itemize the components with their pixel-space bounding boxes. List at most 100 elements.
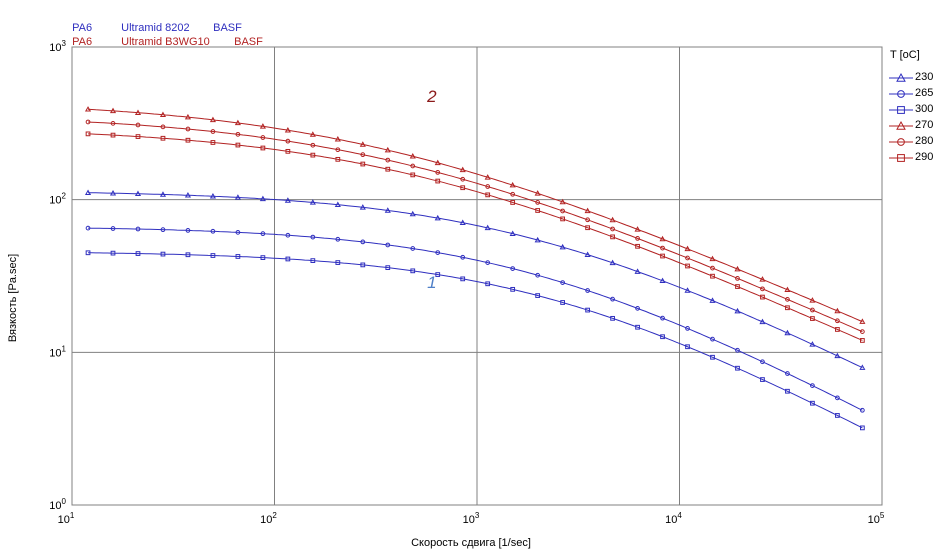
data-point	[735, 276, 740, 281]
header-2-material: PA6	[72, 36, 93, 48]
data-point	[685, 326, 690, 331]
data-point	[685, 263, 690, 269]
legend-title: T [oC]	[890, 49, 920, 61]
legend-label: 270	[915, 119, 934, 131]
data-point	[485, 260, 491, 265]
data-point	[560, 300, 566, 305]
data-point	[360, 262, 366, 268]
header-1-maker: BASF	[213, 22, 242, 34]
data-point	[434, 159, 441, 166]
series-265	[85, 225, 865, 413]
data-point	[660, 253, 665, 259]
data-point	[210, 253, 216, 258]
data-point	[835, 395, 840, 401]
y-tick-label: 101	[49, 344, 66, 359]
data-point	[709, 255, 716, 262]
data-point	[810, 400, 815, 406]
circle-marker-icon	[889, 138, 913, 146]
data-point	[435, 272, 441, 277]
data-point	[385, 242, 391, 248]
data-point	[184, 113, 191, 120]
data-point	[610, 234, 615, 240]
data-point	[760, 359, 765, 365]
data-point	[584, 251, 591, 257]
data-point	[285, 138, 291, 144]
data-point	[510, 200, 516, 205]
data-point	[684, 245, 691, 252]
data-point	[710, 336, 715, 342]
series-280	[85, 119, 865, 335]
y-tick-label: 100	[49, 497, 66, 512]
data-point	[359, 141, 366, 147]
data-point	[160, 124, 166, 130]
data-point	[234, 194, 241, 200]
data-point	[135, 134, 141, 139]
data-point	[235, 254, 241, 259]
data-point	[209, 116, 216, 123]
data-point	[535, 293, 541, 298]
data-point	[109, 189, 117, 196]
series-270	[84, 106, 866, 324]
data-point	[484, 174, 491, 180]
data-point	[360, 239, 366, 245]
data-point	[335, 260, 341, 265]
data-point	[610, 296, 615, 302]
data-point	[560, 280, 566, 285]
data-point	[85, 131, 91, 137]
data-point	[210, 129, 216, 134]
data-point	[585, 288, 590, 293]
data-point	[635, 243, 640, 249]
legend-label: 300	[915, 103, 934, 115]
data-point	[659, 277, 666, 284]
x-tick-label: 101	[58, 511, 75, 526]
data-point	[85, 250, 91, 256]
data-point	[810, 383, 815, 388]
data-point	[734, 265, 741, 272]
data-point	[660, 334, 665, 340]
data-point	[460, 254, 466, 260]
data-point	[234, 119, 241, 126]
data-point	[185, 126, 191, 132]
data-point	[735, 284, 740, 289]
data-point	[785, 305, 790, 311]
data-point	[309, 131, 316, 137]
data-point	[384, 146, 391, 153]
data-point	[310, 152, 316, 158]
plot-frame	[71, 46, 883, 506]
data-point	[360, 152, 366, 158]
triangle-marker-icon	[889, 120, 913, 130]
data-point	[235, 131, 241, 137]
data-point	[260, 145, 266, 151]
data-point	[110, 120, 116, 126]
y-tick-label: 102	[49, 192, 66, 207]
data-point	[710, 273, 715, 279]
data-point	[110, 132, 116, 138]
grid-lines	[72, 47, 882, 505]
data-point	[385, 157, 391, 163]
data-point	[710, 265, 715, 271]
data-point	[84, 106, 92, 112]
data-point	[159, 191, 167, 197]
data-point	[685, 344, 690, 350]
data-point	[285, 256, 291, 262]
series-290	[85, 131, 865, 343]
data-point	[85, 119, 91, 125]
data-point	[335, 147, 341, 153]
data-point	[409, 153, 416, 159]
data-point	[659, 235, 666, 242]
series-line	[87, 227, 863, 411]
data-point	[809, 297, 816, 303]
data-point	[210, 228, 216, 234]
data-point	[585, 307, 590, 313]
series-230	[84, 189, 866, 370]
data-point	[535, 208, 541, 213]
series-line	[88, 252, 863, 429]
data-point	[359, 204, 366, 210]
data-point	[110, 250, 116, 256]
data-point	[135, 226, 141, 232]
series-layer	[84, 106, 866, 431]
data-point	[660, 315, 665, 321]
data-point	[384, 207, 391, 213]
data-point	[809, 341, 816, 347]
